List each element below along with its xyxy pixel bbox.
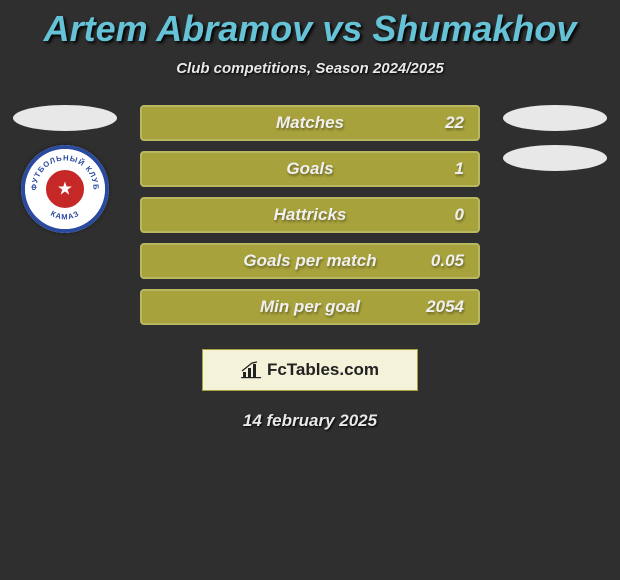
stat-bar-min-per-goal: Min per goal 2054: [140, 289, 480, 325]
right-club-placeholder: [503, 145, 607, 171]
stat-bar-hattricks: Hattricks 0: [140, 197, 480, 233]
stat-value-right: 1: [455, 159, 464, 179]
stats-bars: Matches 22 Goals 1 Hattricks 0 Goals per…: [140, 105, 480, 325]
comparison-card: Artem Abramov vs Shumakhov Club competit…: [0, 0, 620, 431]
main-row: ФУТБОЛЬНЫЙ КЛУБ КАМАЗ ★ Matches 22 Goals…: [0, 105, 620, 325]
kamaz-badge: ФУТБОЛЬНЫЙ КЛУБ КАМАЗ ★: [21, 145, 109, 233]
right-player-col: [500, 105, 610, 171]
date-line: 14 february 2025: [0, 411, 620, 431]
stat-label: Matches: [276, 113, 344, 133]
stat-bar-goals: Goals 1: [140, 151, 480, 187]
stat-bar-goals-per-match: Goals per match 0.05: [140, 243, 480, 279]
page-title: Artem Abramov vs Shumakhov: [0, 8, 620, 50]
brand-box[interactable]: FcTables.com: [202, 349, 418, 391]
subtitle: Club competitions, Season 2024/2025: [0, 60, 620, 77]
stat-label: Goals per match: [243, 251, 376, 271]
stat-label: Min per goal: [260, 297, 360, 317]
stat-label: Hattricks: [274, 205, 347, 225]
stat-value-right: 22: [445, 113, 464, 133]
stat-bar-matches: Matches 22: [140, 105, 480, 141]
left-player-col: ФУТБОЛЬНЫЙ КЛУБ КАМАЗ ★: [10, 105, 120, 233]
left-player-placeholder: [13, 105, 117, 131]
stat-value-right: 0: [455, 205, 464, 225]
stat-label: Goals: [286, 159, 333, 179]
stat-value-right: 0.05: [431, 251, 464, 271]
brand-text: FcTables.com: [267, 360, 379, 380]
right-player-placeholder: [503, 105, 607, 131]
bar-chart-icon: [241, 361, 261, 379]
badge-star-icon: ★: [57, 180, 73, 198]
stat-value-right: 2054: [426, 297, 464, 317]
